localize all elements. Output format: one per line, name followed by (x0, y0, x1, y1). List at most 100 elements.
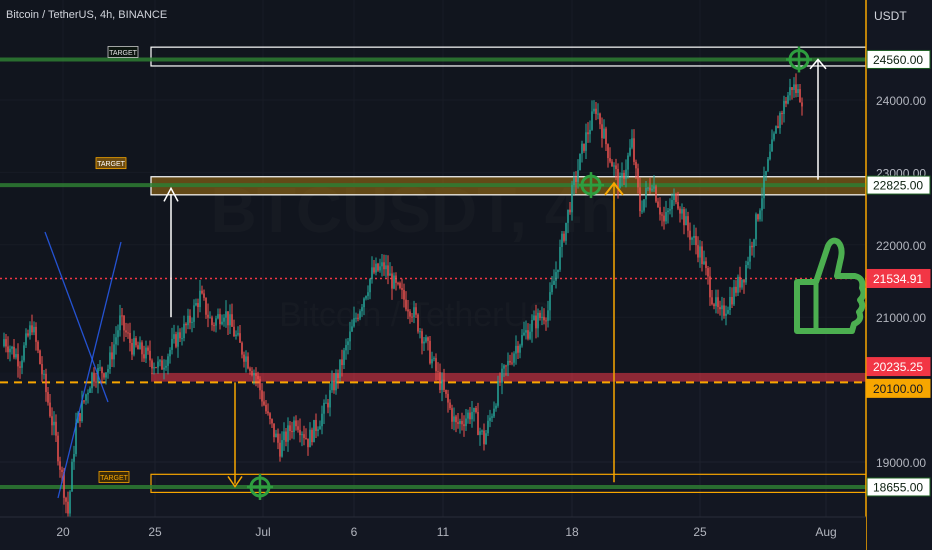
candle-body (237, 333, 239, 335)
candle-body (131, 342, 133, 355)
candle-body (37, 341, 39, 351)
candle-body (709, 276, 711, 298)
candle-body (99, 367, 101, 369)
candle-body (267, 411, 269, 414)
price-label-box (866, 378, 931, 398)
candle-body (605, 128, 607, 145)
candle-body (753, 239, 755, 248)
candle-body (547, 310, 549, 321)
candle-body (615, 165, 617, 169)
candle-body (665, 212, 667, 222)
candle-body (715, 297, 717, 307)
time-tick-label: 25 (148, 525, 162, 539)
candle-body (731, 297, 733, 305)
candle-body (705, 261, 707, 269)
candle-body (689, 230, 691, 240)
candle-body (429, 340, 431, 364)
time-axis-panel[interactable] (0, 517, 866, 550)
candle-body (101, 367, 103, 374)
candle-body (597, 113, 599, 115)
candle-body (417, 314, 419, 332)
candle-body (65, 497, 67, 502)
candle-body (135, 338, 137, 346)
candle-body (493, 408, 495, 417)
candle-body (669, 209, 671, 211)
candle-body (223, 317, 225, 322)
price-tick-label: 22000.00 (876, 239, 926, 253)
candle-body (137, 345, 139, 350)
candle-body (623, 172, 625, 180)
candle-body (339, 359, 341, 379)
annotations: TARGET TARGET TARGET (44, 46, 867, 500)
candle-body (655, 186, 657, 202)
currency-unit: USDT (874, 9, 907, 23)
candle-body (379, 266, 381, 271)
candle-body (119, 315, 121, 331)
candle-body (617, 168, 619, 189)
candle-body (557, 269, 559, 273)
price-label: 20100.00 (873, 382, 923, 396)
candle-body (235, 334, 237, 337)
candle-body (747, 261, 749, 265)
candle-body (463, 424, 465, 427)
candle-body (161, 360, 163, 370)
candle-body (521, 335, 523, 346)
candle-body (639, 187, 641, 212)
candle-body (781, 112, 783, 114)
candle-body (201, 290, 203, 294)
candle-body (255, 373, 257, 376)
candle-body (587, 132, 589, 135)
candle-body (377, 263, 379, 271)
candle-body (349, 331, 351, 342)
candle-body (317, 429, 319, 431)
candle-body (111, 352, 113, 360)
candle-body (347, 341, 349, 346)
symbol-title: Bitcoin / TetherUS, 4h, BINANCE (6, 9, 168, 21)
candle-body (9, 348, 11, 353)
candle-body (103, 373, 105, 378)
candle-body (169, 349, 171, 357)
candle-body (183, 323, 185, 339)
candle-body (743, 279, 745, 283)
candle-body (431, 359, 433, 364)
candle-body (67, 501, 69, 514)
candle-body (773, 133, 775, 140)
candle-body (793, 84, 795, 91)
candle-body (117, 330, 119, 338)
candle-body (727, 310, 729, 314)
candle-body (711, 297, 713, 305)
candle-body (91, 372, 93, 389)
candle-body (739, 276, 741, 288)
candle-body (549, 292, 551, 311)
candle-body (189, 315, 191, 323)
candle-body (651, 188, 653, 191)
candle-body (363, 298, 365, 308)
candle-body (567, 209, 569, 223)
candle-body (61, 469, 63, 473)
candle-body (371, 267, 373, 279)
projection-arrow-head (227, 476, 243, 488)
candle-body (73, 454, 75, 462)
candle-body (275, 433, 277, 438)
candle-body (599, 113, 601, 125)
candle-body (635, 161, 637, 169)
candle-body (285, 431, 287, 442)
candle-body (673, 193, 675, 200)
candle-body (403, 289, 405, 300)
candle-body (107, 369, 109, 373)
candle-body (333, 380, 335, 391)
candle-body (345, 345, 347, 351)
candle-body (799, 89, 801, 103)
candle-body (445, 389, 447, 394)
candle-body (321, 413, 323, 427)
candle-body (247, 356, 249, 369)
candle-body (303, 434, 305, 438)
candle-body (653, 186, 655, 189)
candle-body (231, 314, 233, 327)
candle-body (645, 187, 647, 200)
candle-body (383, 262, 385, 270)
candle-body (685, 216, 687, 226)
target-hit-icon (247, 473, 273, 500)
candle-body (609, 158, 611, 162)
